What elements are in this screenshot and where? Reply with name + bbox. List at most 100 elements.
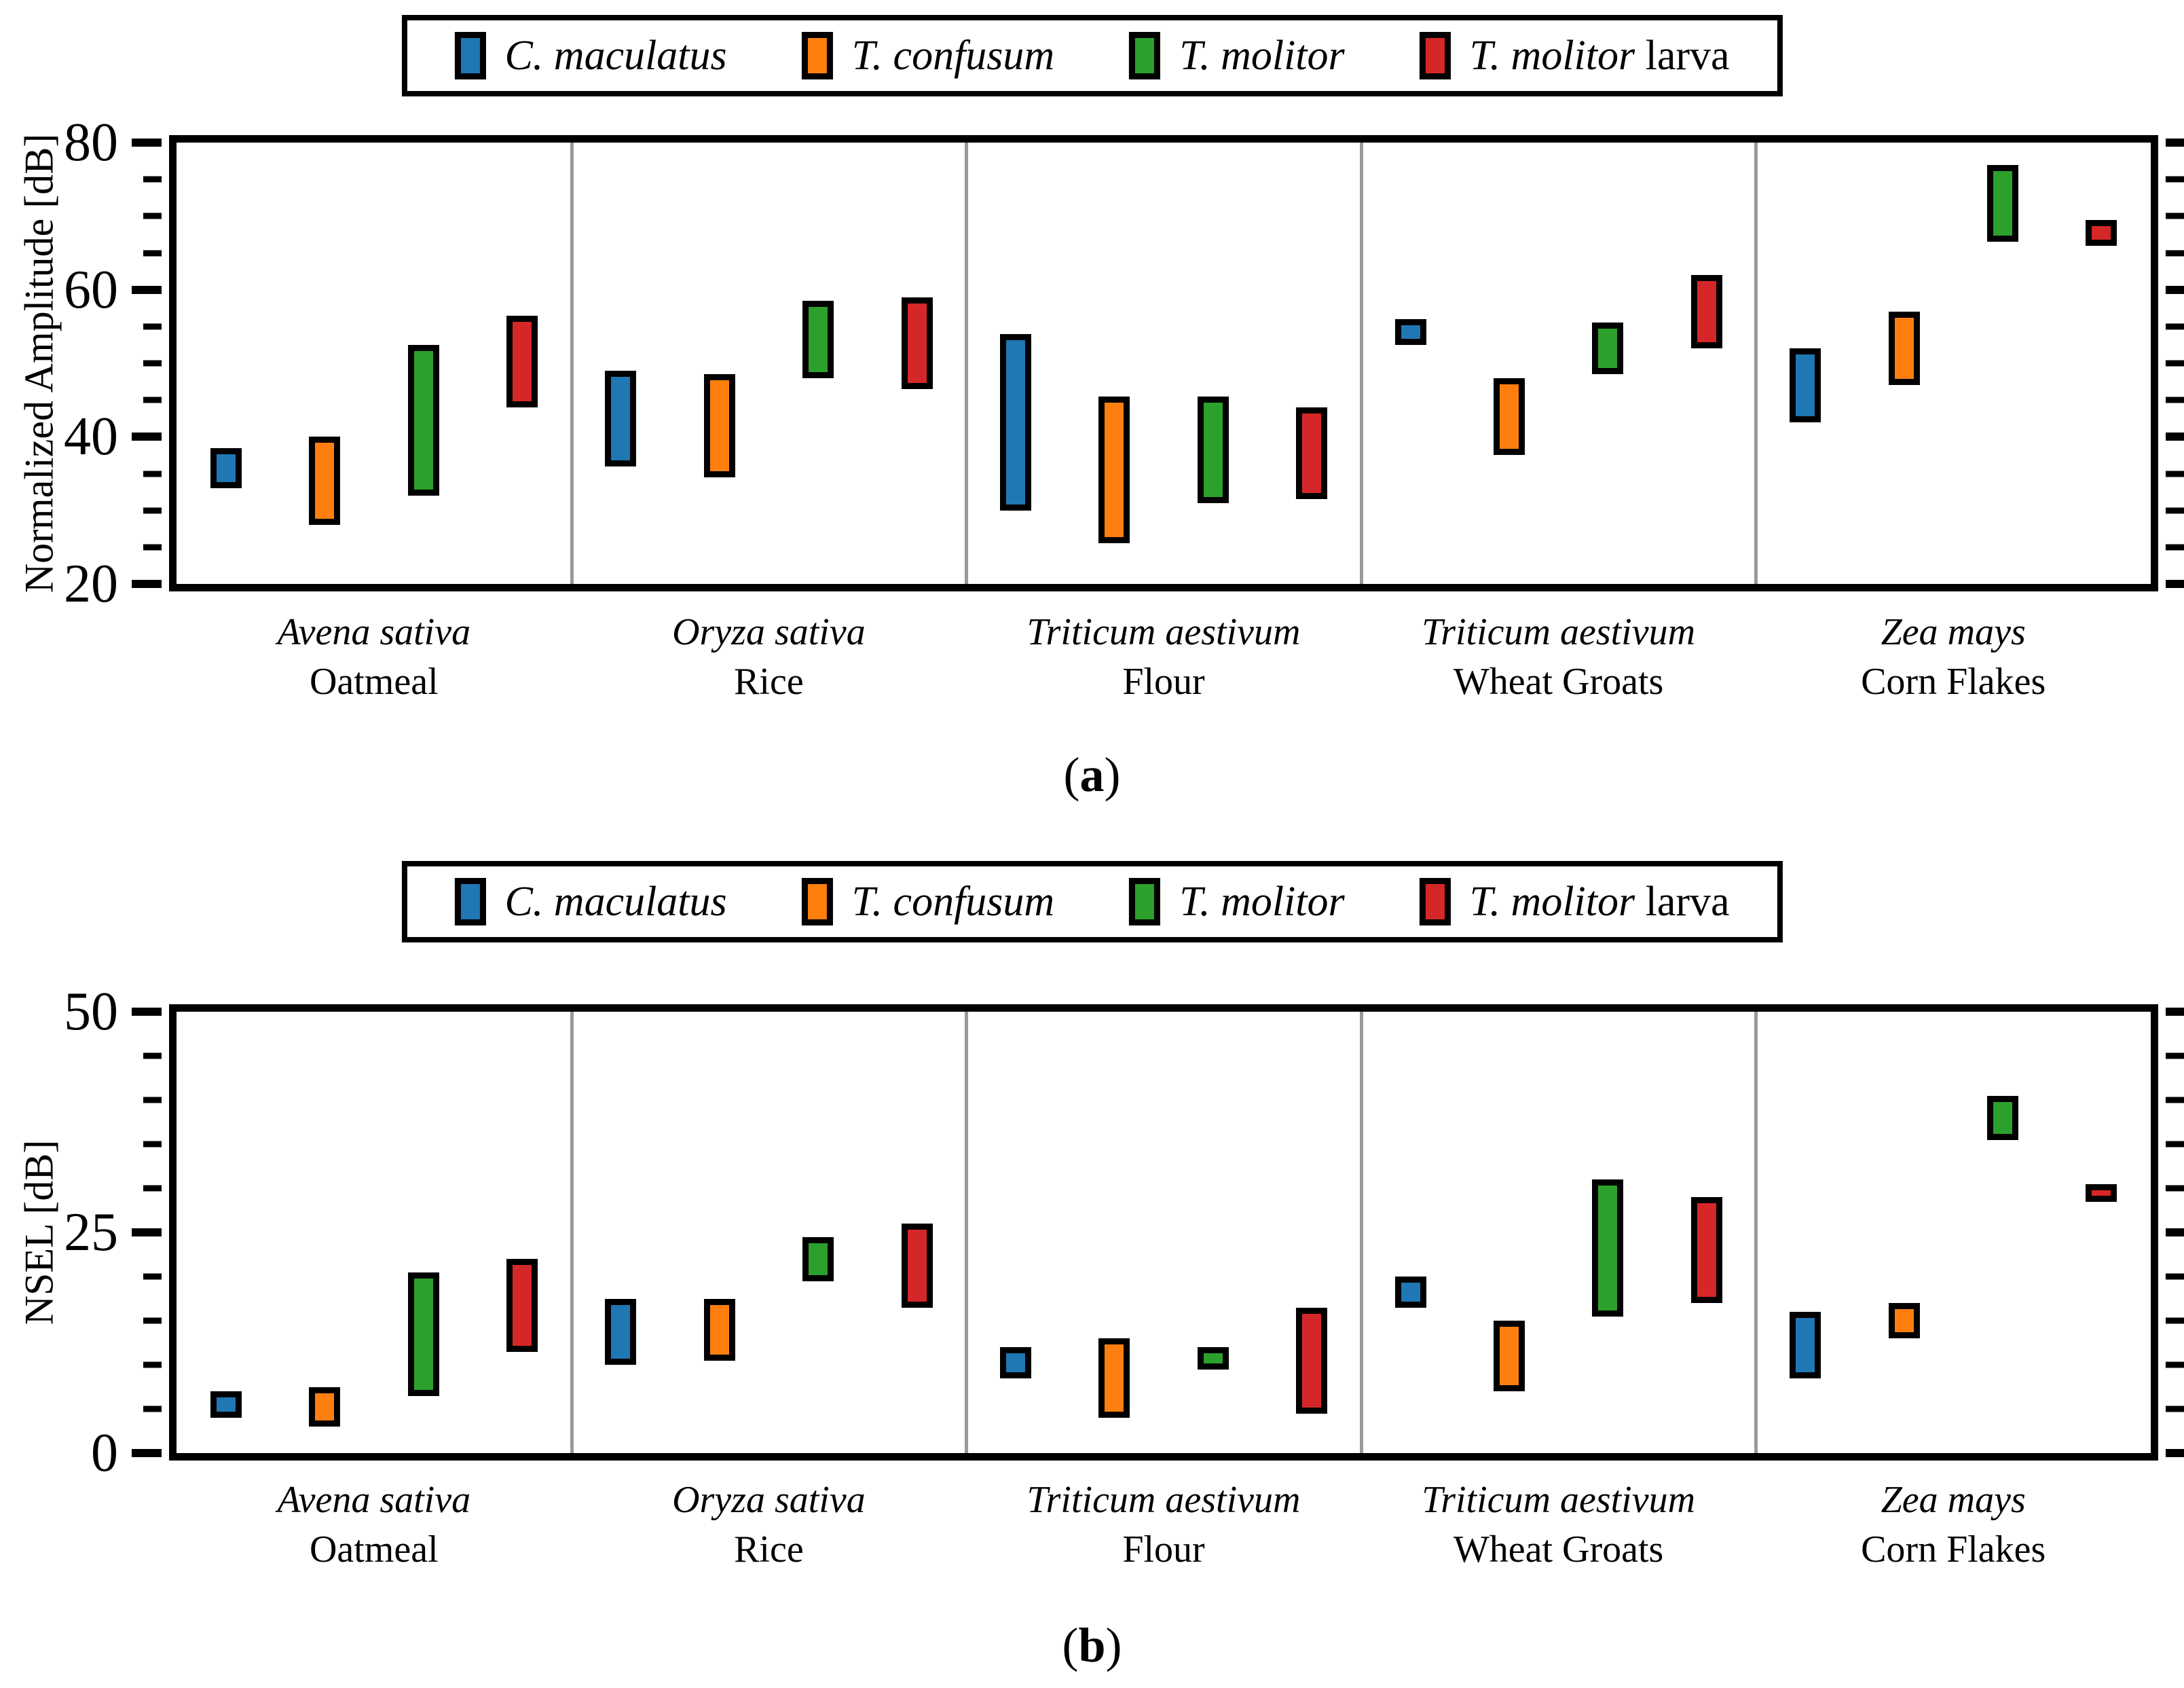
legend-item: T. confusum [801, 32, 1054, 80]
y-axis-minor-tick [143, 360, 162, 367]
category-species-name: Triticum aestivum [1026, 611, 1301, 653]
category-label: Avena sativa Oatmeal [136, 608, 612, 707]
y-axis-minor-tick [143, 1141, 162, 1148]
plot-frame-left [169, 135, 177, 591]
range-bar [1098, 396, 1130, 544]
y-axis-minor-tick [2166, 176, 2184, 183]
legend-item-label: C. maculatus [504, 32, 727, 79]
caption-panel-b: (b) [1062, 1618, 1122, 1672]
category-species-name: Oryza sativa [672, 611, 866, 653]
legend-item-label: T. molitor [1179, 32, 1345, 79]
legend-color-swatch [1419, 878, 1451, 925]
category-product-name: Wheat Groats [1453, 660, 1664, 703]
y-axis-minor-tick [2166, 1097, 2184, 1103]
y-axis-minor-tick [2166, 507, 2184, 514]
y-axis-minor-tick [2166, 1273, 2184, 1280]
range-bar [1690, 275, 1722, 349]
y-axis-minor-tick [143, 176, 162, 183]
range-bar [802, 300, 834, 378]
range-bar [1790, 1312, 1821, 1378]
range-bar [703, 374, 735, 477]
legend-color-swatch [454, 32, 486, 79]
range-bar [407, 1272, 439, 1396]
category-label: Zea mays Corn Flakes [1716, 1475, 2184, 1575]
range-bar [999, 333, 1031, 511]
range-bar [1197, 396, 1229, 503]
y-axis-minor-tick [2166, 1052, 2184, 1059]
plot-area-panel-b: 0 25 50 [64, 985, 2184, 1480]
y-axis-tick-label: 25 [64, 1203, 118, 1262]
category-label: Oryza sativa Rice [531, 608, 1006, 707]
category-product-name: Flour [1122, 1528, 1205, 1571]
y-axis-tick-label: 60 [64, 259, 118, 320]
y-axis-tick-label: 20 [64, 554, 118, 614]
legend-item-label: C. maculatus [504, 878, 727, 925]
y-axis-major-tick [2166, 433, 2184, 441]
category-separator-line [965, 143, 969, 584]
range-bar [1986, 1095, 2018, 1140]
y-axis-minor-tick [143, 1097, 162, 1103]
category-separator-line [1754, 1012, 1758, 1453]
category-label: Triticum aestivum Wheat Groats [1321, 1475, 1796, 1575]
y-axis-minor-tick [143, 1406, 162, 1412]
y-axis-tick-label: 50 [64, 982, 118, 1042]
legend-color-swatch [1129, 32, 1161, 79]
range-bar [210, 447, 242, 489]
plot-frame-right [2151, 1004, 2158, 1461]
y-axis-major-tick [132, 1449, 162, 1457]
category-product-name: Oatmeal [309, 660, 439, 703]
legend-color-swatch [1419, 32, 1451, 79]
category-product-name: Flour [1122, 660, 1205, 703]
y-axis-major-tick [132, 1228, 162, 1236]
category-product-name: Corn Flakes [1861, 660, 2046, 703]
category-label: Avena sativa Oatmeal [136, 1475, 612, 1575]
category-species-name: Zea mays [1881, 611, 2026, 653]
category-species-name: Oryza sativa [672, 1479, 866, 1521]
legend-item-label: T. confusum [851, 878, 1055, 925]
y-axis-minor-tick [143, 213, 162, 219]
range-bar [1690, 1197, 1722, 1303]
range-bar [1790, 348, 1821, 422]
y-axis-major-tick [132, 285, 162, 294]
range-bar [901, 297, 933, 389]
category-label: Triticum aestivum Flour [926, 1475, 1401, 1575]
range-bar [1394, 1277, 1426, 1308]
y-axis-minor-tick [2166, 1406, 2184, 1412]
y-axis-minor-tick [2166, 1361, 2184, 1368]
plot-frame-left [169, 1004, 177, 1461]
category-product-name: Wheat Groats [1453, 1528, 1664, 1571]
y-axis-major-tick [132, 139, 162, 147]
y-axis-major-tick [132, 580, 162, 588]
legend-color-swatch [454, 878, 486, 925]
legend-item: T. molitor larva [1419, 32, 1730, 80]
range-bar [1197, 1347, 1229, 1370]
y-axis-minor-tick [143, 250, 162, 256]
category-separator-line [570, 143, 574, 584]
legend-color-swatch [801, 878, 833, 925]
y-axis-minor-tick [2166, 1317, 2184, 1324]
legend-item: T. molitor larva [1419, 878, 1730, 926]
y-axis-label-panel-a: Normalized Amplitude [dB] [16, 133, 62, 593]
legend-item-label: T. molitor larva [1469, 878, 1730, 925]
category-separator-line [1359, 143, 1363, 584]
category-species-name: Zea mays [1881, 1479, 2026, 1521]
category-species-name: Avena sativa [277, 611, 471, 653]
y-axis-minor-tick [143, 1273, 162, 1280]
y-axis-minor-tick [2166, 213, 2184, 219]
range-bar [309, 437, 341, 526]
legend-color-swatch [1129, 878, 1161, 925]
range-bar [1592, 1179, 1624, 1317]
y-axis-minor-tick [143, 544, 162, 551]
range-bar [1592, 323, 1624, 375]
range-bar [506, 1259, 538, 1352]
y-axis-minor-tick [2166, 250, 2184, 256]
y-axis-minor-tick [2166, 544, 2184, 551]
plot-frame-top [169, 1004, 2158, 1012]
range-bar [802, 1236, 834, 1281]
plot-frame-right [2151, 135, 2158, 591]
legend-panel-b: C. maculatus T. confusum T. molitor T. moli… [401, 861, 1783, 942]
y-axis-major-tick [2166, 1449, 2184, 1457]
range-bar [1493, 1321, 1525, 1391]
y-axis-tick-label: 80 [64, 113, 118, 172]
category-label: Oryza sativa Rice [531, 1475, 1006, 1575]
